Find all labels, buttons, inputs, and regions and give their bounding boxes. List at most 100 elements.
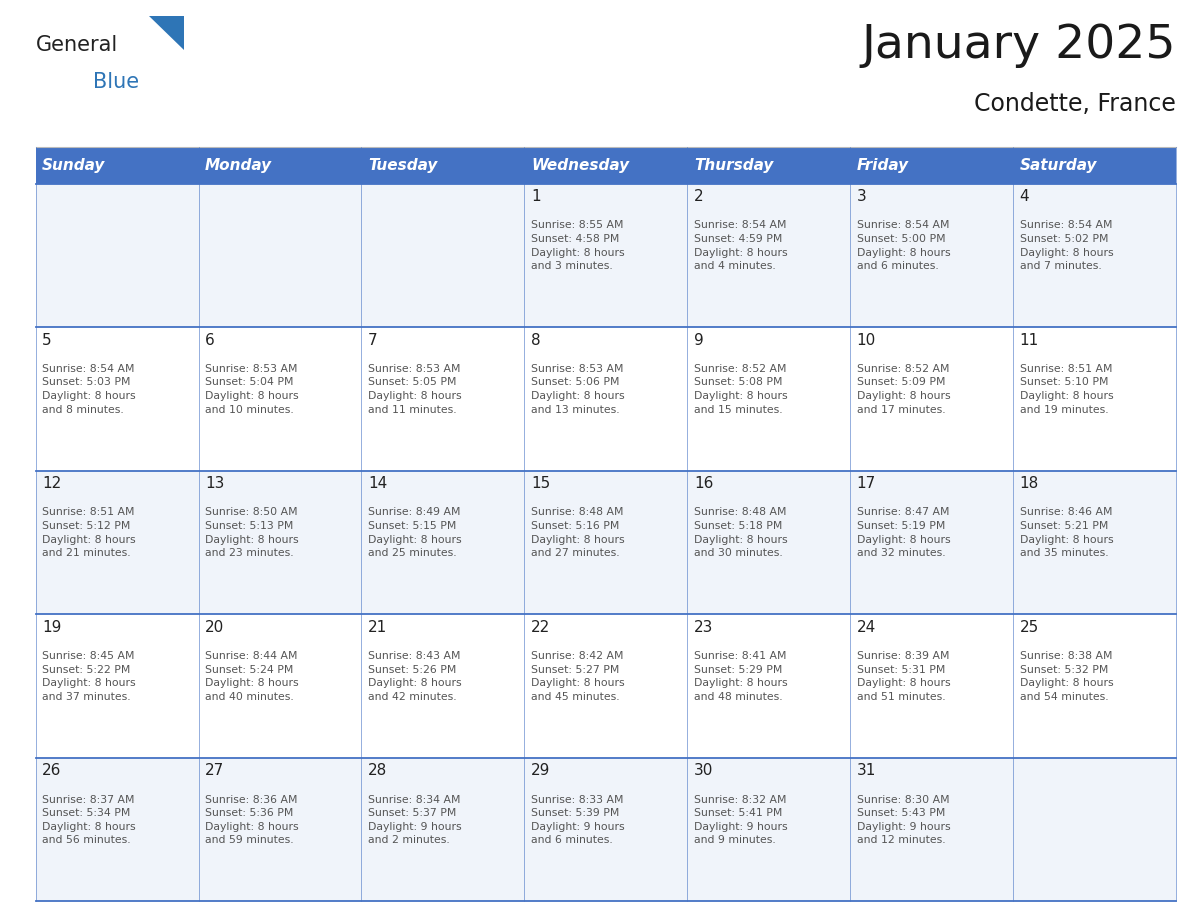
Bar [688, 184, 851, 327]
Text: Sunrise: 8:48 AM
Sunset: 5:16 PM
Daylight: 8 hours
and 27 minutes.: Sunrise: 8:48 AM Sunset: 5:16 PM Dayligh… [531, 508, 625, 558]
Text: 13: 13 [206, 476, 225, 491]
Text: 23: 23 [694, 620, 713, 635]
Bar [361, 614, 524, 758]
Text: 5: 5 [42, 332, 52, 348]
Text: 30: 30 [694, 764, 713, 778]
Bar [851, 327, 1013, 471]
Text: Thursday: Thursday [694, 158, 773, 173]
Bar [36, 614, 198, 758]
Text: 21: 21 [368, 620, 387, 635]
Text: Sunrise: 8:53 AM
Sunset: 5:04 PM
Daylight: 8 hours
and 10 minutes.: Sunrise: 8:53 AM Sunset: 5:04 PM Dayligh… [206, 364, 298, 415]
Text: 7: 7 [368, 332, 378, 348]
Text: Friday: Friday [857, 158, 909, 173]
Bar [198, 471, 361, 614]
Text: Sunrise: 8:47 AM
Sunset: 5:19 PM
Daylight: 8 hours
and 32 minutes.: Sunrise: 8:47 AM Sunset: 5:19 PM Dayligh… [857, 508, 950, 558]
Text: 2: 2 [694, 189, 703, 204]
Bar [524, 614, 688, 758]
Text: 3: 3 [857, 189, 866, 204]
Text: 31: 31 [857, 764, 877, 778]
Text: 4: 4 [1019, 189, 1029, 204]
Text: 16: 16 [694, 476, 713, 491]
Bar [688, 471, 851, 614]
Text: 24: 24 [857, 620, 876, 635]
Text: Sunrise: 8:53 AM
Sunset: 5:05 PM
Daylight: 8 hours
and 11 minutes.: Sunrise: 8:53 AM Sunset: 5:05 PM Dayligh… [368, 364, 462, 415]
Text: 25: 25 [1019, 620, 1040, 635]
Text: 1: 1 [531, 189, 541, 204]
Polygon shape [148, 16, 184, 50]
Bar [36, 471, 198, 614]
Text: 12: 12 [42, 476, 62, 491]
Bar [851, 758, 1013, 901]
Bar [198, 327, 361, 471]
Text: 10: 10 [857, 332, 876, 348]
Bar [36, 327, 198, 471]
Bar [524, 327, 688, 471]
Text: 27: 27 [206, 764, 225, 778]
Text: Sunrise: 8:50 AM
Sunset: 5:13 PM
Daylight: 8 hours
and 23 minutes.: Sunrise: 8:50 AM Sunset: 5:13 PM Dayligh… [206, 508, 298, 558]
Text: 15: 15 [531, 476, 550, 491]
Bar [688, 614, 851, 758]
Bar [361, 327, 524, 471]
Text: Sunrise: 8:51 AM
Sunset: 5:12 PM
Daylight: 8 hours
and 21 minutes.: Sunrise: 8:51 AM Sunset: 5:12 PM Dayligh… [42, 508, 135, 558]
Bar [1013, 327, 1176, 471]
Bar [1013, 184, 1176, 327]
Bar [361, 758, 524, 901]
Text: 11: 11 [1019, 332, 1040, 348]
Bar [361, 471, 524, 614]
Text: 18: 18 [1019, 476, 1040, 491]
Bar [851, 471, 1013, 614]
Bar [198, 758, 361, 901]
Text: Sunrise: 8:34 AM
Sunset: 5:37 PM
Daylight: 9 hours
and 2 minutes.: Sunrise: 8:34 AM Sunset: 5:37 PM Dayligh… [368, 795, 462, 845]
Text: Sunrise: 8:44 AM
Sunset: 5:24 PM
Daylight: 8 hours
and 40 minutes.: Sunrise: 8:44 AM Sunset: 5:24 PM Dayligh… [206, 651, 298, 702]
Bar [36, 184, 198, 327]
Text: Sunrise: 8:46 AM
Sunset: 5:21 PM
Daylight: 8 hours
and 35 minutes.: Sunrise: 8:46 AM Sunset: 5:21 PM Dayligh… [1019, 508, 1113, 558]
Text: Sunrise: 8:45 AM
Sunset: 5:22 PM
Daylight: 8 hours
and 37 minutes.: Sunrise: 8:45 AM Sunset: 5:22 PM Dayligh… [42, 651, 135, 702]
Bar [198, 184, 361, 327]
Text: Sunrise: 8:55 AM
Sunset: 4:58 PM
Daylight: 8 hours
and 3 minutes.: Sunrise: 8:55 AM Sunset: 4:58 PM Dayligh… [531, 220, 625, 271]
Text: Sunrise: 8:41 AM
Sunset: 5:29 PM
Daylight: 8 hours
and 48 minutes.: Sunrise: 8:41 AM Sunset: 5:29 PM Dayligh… [694, 651, 788, 702]
Text: Sunrise: 8:52 AM
Sunset: 5:09 PM
Daylight: 8 hours
and 17 minutes.: Sunrise: 8:52 AM Sunset: 5:09 PM Dayligh… [857, 364, 950, 415]
Text: Sunrise: 8:54 AM
Sunset: 5:00 PM
Daylight: 8 hours
and 6 minutes.: Sunrise: 8:54 AM Sunset: 5:00 PM Dayligh… [857, 220, 950, 271]
Bar [198, 614, 361, 758]
Text: Sunday: Sunday [42, 158, 106, 173]
Bar [851, 614, 1013, 758]
Bar [1013, 758, 1176, 901]
Bar [1013, 614, 1176, 758]
Text: 9: 9 [694, 332, 703, 348]
Bar [361, 184, 524, 327]
Text: January 2025: January 2025 [861, 23, 1176, 68]
Text: Tuesday: Tuesday [368, 158, 437, 173]
Text: Sunrise: 8:37 AM
Sunset: 5:34 PM
Daylight: 8 hours
and 56 minutes.: Sunrise: 8:37 AM Sunset: 5:34 PM Dayligh… [42, 795, 135, 845]
Text: 19: 19 [42, 620, 62, 635]
Bar [524, 758, 688, 901]
Text: Blue: Blue [93, 72, 139, 92]
Text: Sunrise: 8:52 AM
Sunset: 5:08 PM
Daylight: 8 hours
and 15 minutes.: Sunrise: 8:52 AM Sunset: 5:08 PM Dayligh… [694, 364, 788, 415]
Text: Sunrise: 8:54 AM
Sunset: 4:59 PM
Daylight: 8 hours
and 4 minutes.: Sunrise: 8:54 AM Sunset: 4:59 PM Dayligh… [694, 220, 788, 271]
Text: 17: 17 [857, 476, 876, 491]
Text: 26: 26 [42, 764, 62, 778]
Text: 22: 22 [531, 620, 550, 635]
Text: Sunrise: 8:42 AM
Sunset: 5:27 PM
Daylight: 8 hours
and 45 minutes.: Sunrise: 8:42 AM Sunset: 5:27 PM Dayligh… [531, 651, 625, 702]
Bar [524, 184, 688, 327]
Text: 8: 8 [531, 332, 541, 348]
Text: 29: 29 [531, 764, 550, 778]
Text: Sunrise: 8:43 AM
Sunset: 5:26 PM
Daylight: 8 hours
and 42 minutes.: Sunrise: 8:43 AM Sunset: 5:26 PM Dayligh… [368, 651, 462, 702]
Text: Sunrise: 8:51 AM
Sunset: 5:10 PM
Daylight: 8 hours
and 19 minutes.: Sunrise: 8:51 AM Sunset: 5:10 PM Dayligh… [1019, 364, 1113, 415]
Bar [688, 327, 851, 471]
Text: Monday: Monday [206, 158, 272, 173]
Text: 20: 20 [206, 620, 225, 635]
Bar [36, 147, 1176, 184]
Text: 6: 6 [206, 332, 215, 348]
Text: Sunrise: 8:39 AM
Sunset: 5:31 PM
Daylight: 8 hours
and 51 minutes.: Sunrise: 8:39 AM Sunset: 5:31 PM Dayligh… [857, 651, 950, 702]
Text: Sunrise: 8:38 AM
Sunset: 5:32 PM
Daylight: 8 hours
and 54 minutes.: Sunrise: 8:38 AM Sunset: 5:32 PM Dayligh… [1019, 651, 1113, 702]
Text: Sunrise: 8:53 AM
Sunset: 5:06 PM
Daylight: 8 hours
and 13 minutes.: Sunrise: 8:53 AM Sunset: 5:06 PM Dayligh… [531, 364, 625, 415]
Text: General: General [36, 35, 118, 55]
Bar [524, 471, 688, 614]
Text: Sunrise: 8:48 AM
Sunset: 5:18 PM
Daylight: 8 hours
and 30 minutes.: Sunrise: 8:48 AM Sunset: 5:18 PM Dayligh… [694, 508, 788, 558]
Text: Sunrise: 8:54 AM
Sunset: 5:02 PM
Daylight: 8 hours
and 7 minutes.: Sunrise: 8:54 AM Sunset: 5:02 PM Dayligh… [1019, 220, 1113, 271]
Text: Sunrise: 8:32 AM
Sunset: 5:41 PM
Daylight: 9 hours
and 9 minutes.: Sunrise: 8:32 AM Sunset: 5:41 PM Dayligh… [694, 795, 788, 845]
Text: Sunrise: 8:30 AM
Sunset: 5:43 PM
Daylight: 9 hours
and 12 minutes.: Sunrise: 8:30 AM Sunset: 5:43 PM Dayligh… [857, 795, 950, 845]
Text: Sunrise: 8:33 AM
Sunset: 5:39 PM
Daylight: 9 hours
and 6 minutes.: Sunrise: 8:33 AM Sunset: 5:39 PM Dayligh… [531, 795, 625, 845]
Text: Saturday: Saturday [1019, 158, 1098, 173]
Text: Sunrise: 8:36 AM
Sunset: 5:36 PM
Daylight: 8 hours
and 59 minutes.: Sunrise: 8:36 AM Sunset: 5:36 PM Dayligh… [206, 795, 298, 845]
